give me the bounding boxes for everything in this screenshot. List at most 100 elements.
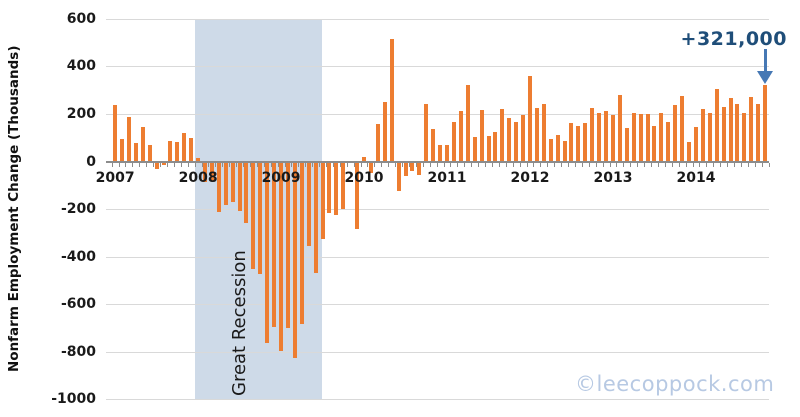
arrow-head-icon (757, 71, 773, 84)
x-axis-tick (236, 163, 238, 167)
x-axis-tick (754, 163, 756, 167)
recession-band-label: Great Recession (229, 250, 250, 396)
x-axis-tick (346, 163, 348, 167)
bar (223, 161, 228, 205)
bar (541, 103, 546, 162)
bar (631, 113, 636, 162)
x-axis-tick (561, 163, 563, 167)
x-axis-tick (263, 163, 265, 167)
x-axis-tick (201, 163, 203, 167)
x-axis-tick (706, 163, 708, 167)
bar (113, 105, 118, 162)
bar (645, 113, 650, 162)
bar (756, 103, 761, 162)
x-axis-tick (305, 163, 307, 167)
bar (279, 161, 284, 352)
bar (258, 161, 263, 275)
bar (424, 104, 429, 162)
x-axis-tick (519, 163, 521, 167)
x-axis-tick (720, 163, 722, 167)
bar (610, 114, 615, 162)
x-axis-tick (740, 163, 742, 167)
x-axis-tick (422, 163, 424, 167)
x-axis-tick (526, 163, 528, 167)
x-axis-tick (602, 163, 604, 167)
x-axis-tick (581, 163, 583, 167)
bar (548, 138, 553, 162)
x-axis-tick (111, 163, 113, 167)
x-axis-year-label: 2011 (427, 170, 467, 186)
x-axis-tick (768, 163, 770, 167)
x-axis-tick (402, 163, 404, 167)
x-axis-tick (381, 163, 383, 167)
x-axis-tick (173, 163, 175, 167)
bar (583, 123, 588, 162)
x-axis-tick (533, 163, 535, 167)
x-axis-tick (298, 163, 300, 167)
bar (652, 126, 657, 162)
x-axis-tick (568, 163, 570, 167)
x-axis-tick (678, 163, 680, 167)
x-axis-tick (485, 163, 487, 167)
gridline (106, 351, 769, 353)
bar (604, 110, 609, 162)
y-axis-tick-label: 200 (66, 105, 96, 122)
y-axis-tick-label: -600 (60, 296, 96, 313)
bar (445, 144, 450, 162)
x-axis-tick (229, 163, 231, 167)
bar (431, 128, 436, 162)
bar (465, 84, 470, 162)
x-axis-tick (512, 163, 514, 167)
x-axis-tick (436, 163, 438, 167)
bar (687, 141, 692, 162)
x-axis-year-label: 2008 (178, 170, 218, 186)
bar (120, 139, 124, 162)
x-axis-tick (353, 163, 355, 167)
x-axis-tick (187, 163, 189, 167)
bar (417, 161, 422, 176)
bar (735, 103, 740, 162)
bar (182, 133, 187, 162)
bar (265, 161, 270, 344)
x-axis-year-label: 2009 (261, 170, 301, 186)
bar (202, 161, 207, 182)
bar (410, 161, 415, 172)
watermark: ©leecoppock.com (575, 372, 775, 396)
bar (700, 108, 705, 162)
x-axis-tick (630, 163, 632, 167)
bar (472, 137, 477, 162)
x-axis-tick (153, 163, 155, 167)
x-axis-tick (498, 163, 500, 167)
bar (451, 121, 456, 162)
bar (576, 125, 581, 162)
bar (707, 113, 712, 162)
x-axis-tick (125, 163, 127, 167)
bar (721, 107, 726, 162)
bar (562, 140, 567, 162)
x-axis-tick (443, 163, 445, 167)
bar (147, 144, 152, 162)
x-axis-tick (478, 163, 480, 167)
bar (244, 161, 249, 224)
bar (382, 101, 387, 162)
x-axis-tick (464, 163, 466, 167)
x-axis-year-label: 2012 (510, 170, 550, 186)
x-axis-tick (554, 163, 556, 167)
gridline (106, 18, 769, 20)
x-axis-tick (395, 163, 397, 167)
x-axis-tick (215, 163, 217, 167)
bar (368, 161, 373, 174)
bar (479, 109, 484, 162)
bar (438, 144, 443, 162)
bar (458, 111, 463, 162)
x-axis-tick (491, 163, 493, 167)
x-axis-tick (132, 163, 134, 167)
bar (299, 161, 304, 325)
bar (624, 127, 629, 162)
bar (272, 161, 277, 328)
bar (659, 113, 664, 162)
gridline (106, 399, 769, 401)
bar (175, 141, 180, 162)
x-axis-tick (505, 163, 507, 167)
bar (569, 123, 574, 162)
